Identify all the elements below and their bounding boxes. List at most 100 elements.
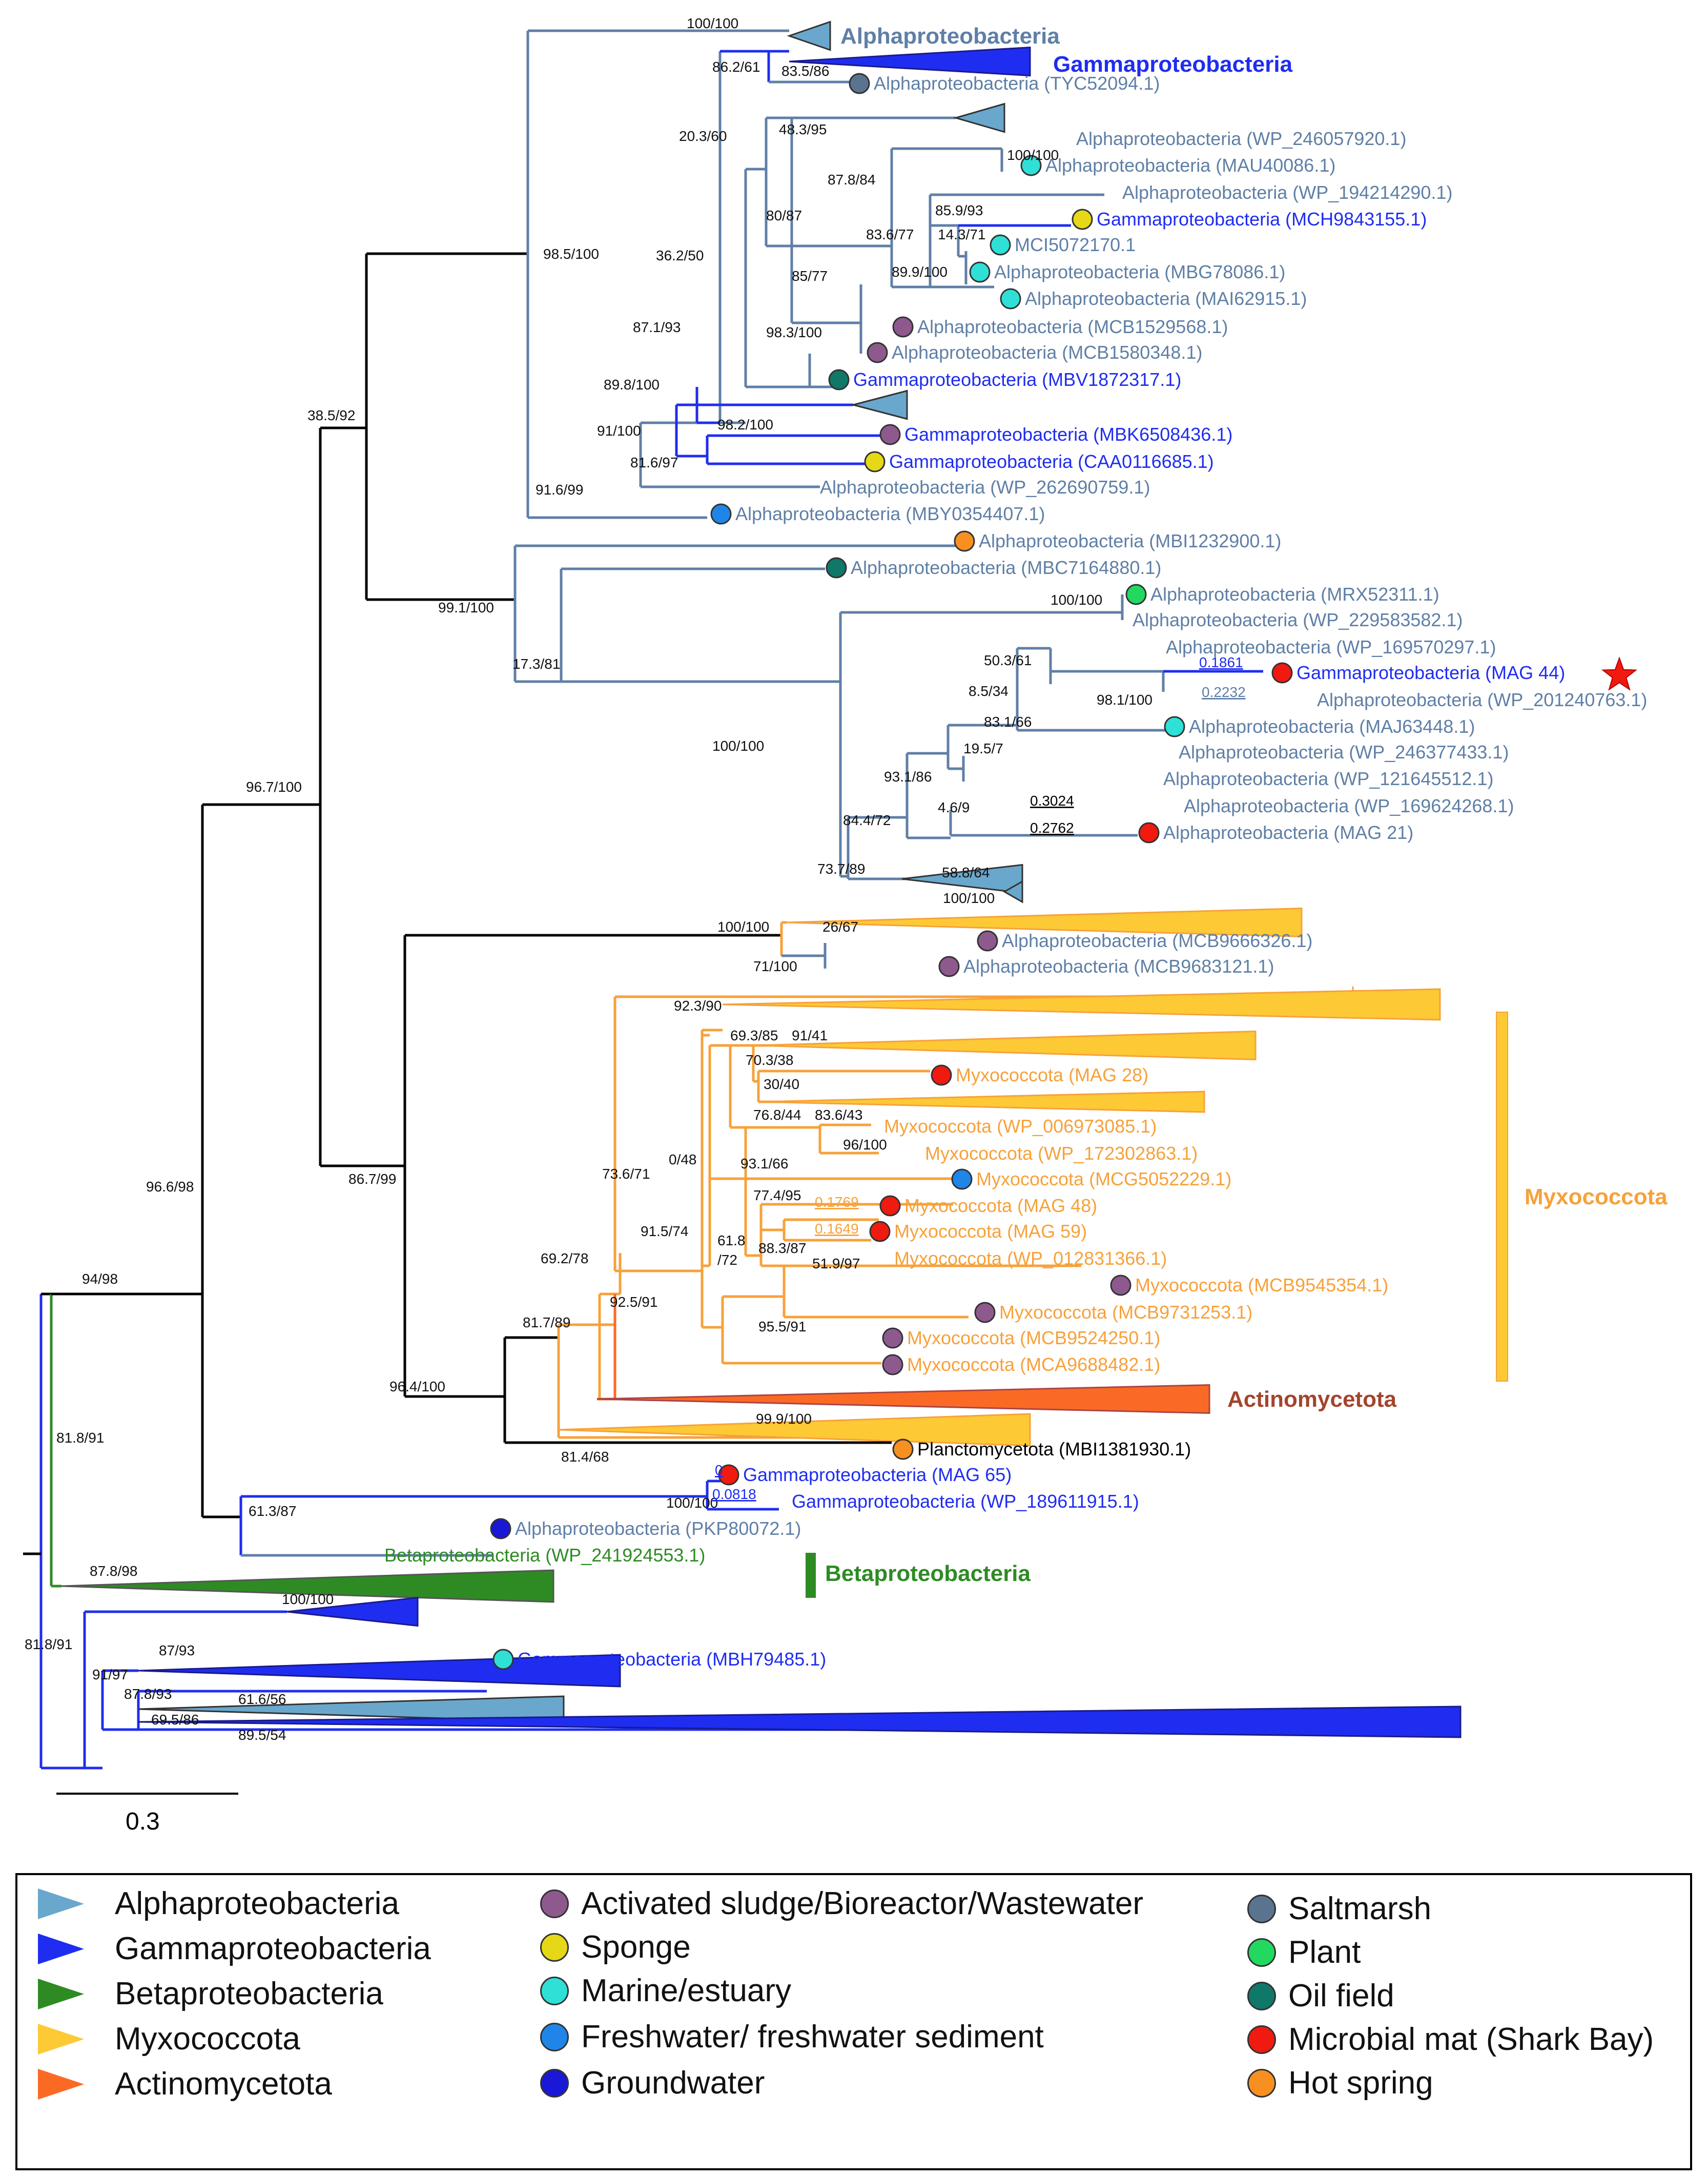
support-value: 95.5/91 [758, 1319, 806, 1334]
support-value: 30/40 [764, 1076, 799, 1092]
support-value: 17.3/81 [512, 656, 560, 672]
support-value: 85/77 [792, 268, 828, 284]
support-value: 91.6/99 [536, 482, 583, 498]
scale-bar-label: 0.3 [126, 1808, 160, 1835]
tip-label: Alphaproteobacteria (WP_246057920.1) [1076, 128, 1406, 149]
support-value: 20.3/60 [679, 128, 727, 144]
branch-length: 0.0818 [712, 1486, 756, 1502]
tip-label: Alphaproteobacteria (WP_121645512.1) [1163, 768, 1493, 789]
collapsed-clade-147 [722, 988, 1441, 1021]
tip-label: Gammaproteobacteria (WP_189611915.1) [792, 1491, 1139, 1512]
tip-label: Alphaproteobacteria (MCB9666326.1) [1002, 930, 1312, 951]
legend-activated-sludge: Activated sludge/Bioreactor/Wastewater [540, 1885, 1143, 1922]
tip-label: Alphaproteobacteria (MRX52311.1) [1150, 584, 1439, 605]
support-value: 36.2/50 [656, 248, 704, 263]
legend-alpha-label: Alphaproteobacteria [115, 1886, 399, 1921]
tip-label: Alphaproteobacteria (WP_246377433.1) [1179, 742, 1509, 763]
habitat-dot-icon [1000, 288, 1021, 310]
support-value: 100/100 [666, 1495, 718, 1511]
habitat-dot-icon [892, 1439, 914, 1460]
support-value: 89.9/100 [892, 264, 948, 280]
sponge-dot-icon [540, 1933, 569, 1962]
collapsed-clade-5 [61, 1569, 554, 1603]
tip-label: Alphaproteobacteria (WP_229583582.1) [1133, 609, 1463, 630]
habitat-dot-icon [977, 930, 998, 952]
tip-label: Alphaproteobacteria (PKP80072.1) [515, 1518, 801, 1539]
support-value: 91/41 [792, 1028, 828, 1043]
habitat-dot-icon [879, 424, 901, 445]
support-value: 96.4/100 [389, 1379, 445, 1394]
habitat-dot-icon [826, 557, 847, 579]
tip-label: Gammaproteobacteria (MBH79485.1) [518, 1649, 826, 1670]
support-value: 100/100 [943, 890, 995, 906]
tip-label: Alphaproteobacteria (WP_194214290.1) [1122, 182, 1452, 203]
legend-alphaproteobacteria: Alphaproteobacteria [38, 1885, 399, 1922]
collapsed-clade-116 [1002, 880, 1023, 903]
tip-label: Alphaproteobacteria (MAJ63448.1) [1189, 716, 1475, 737]
legend-marine: Marine/estuary [540, 1972, 791, 2009]
branch-length: 0.1769 [815, 1194, 859, 1210]
support-value: 61.6/56 [238, 1691, 286, 1707]
legend-gamma-triangle-icon [38, 1933, 84, 1964]
legend-oil-field-label: Oil field [1288, 1978, 1394, 2013]
tip-label: Myxococcota (MAG 28) [956, 1064, 1148, 1085]
support-value: 100/100 [1051, 592, 1102, 608]
activated-sludge-dot-icon [540, 1889, 569, 1918]
hot-spring-dot-icon [1247, 2068, 1276, 2098]
collapsed-clade-122 [786, 907, 1303, 938]
legend-microbial-mat: Microbial mat (Shark Bay) [1247, 2021, 1654, 2058]
legend-groundwater: Groundwater [540, 2065, 765, 2101]
collapsed-clade-16 [138, 1695, 565, 1723]
support-value: 86.7/99 [348, 1171, 396, 1187]
tip-label: Alphaproteobacteria (WP_201240763.1) [1317, 689, 1647, 710]
collapsed-clade-115 [901, 864, 1023, 894]
habitat-dot-icon [974, 1302, 996, 1323]
legend-saltmarsh: Saltmarsh [1247, 1891, 1431, 1927]
support-value: 19.5/7 [963, 741, 1003, 756]
support-value: 94/98 [82, 1271, 118, 1287]
legend-hot-spring: Hot spring [1247, 2065, 1433, 2101]
support-value: 89.5/54 [238, 1727, 286, 1743]
habitat-dot-icon [1271, 662, 1293, 684]
support-value: 98.3/100 [766, 324, 822, 340]
support-value: 100/100 [1007, 147, 1059, 163]
support-value: 96.7/100 [246, 779, 302, 795]
tip-label: Gammaproteobacteria (CAA0116685.1) [889, 451, 1214, 472]
legend-box: Alphaproteobacteria Gammaproteobacteria … [15, 1873, 1692, 2170]
legend-activated-sludge-label: Activated sludge/Bioreactor/Wastewater [581, 1886, 1143, 1921]
support-value: 92.5/91 [610, 1294, 657, 1310]
tip-label: Alphaproteobacteria (MCB9683121.1) [963, 956, 1274, 977]
legend-alpha-triangle-icon [38, 1888, 84, 1919]
collapsed-clade-162 [753, 1030, 1257, 1061]
support-value: 91/100 [597, 423, 641, 439]
support-value: 87/93 [159, 1642, 195, 1658]
branch-length: 0.3024 [1030, 793, 1074, 809]
tip-label: Alphaproteobacteria (TYC52094.1) [874, 73, 1160, 94]
support-value: 87.8/84 [828, 172, 875, 188]
tip-label: Gammaproteobacteria (MBK6508436.1) [904, 424, 1232, 445]
plant-dot-icon [1247, 1938, 1276, 1967]
support-value: 100/100 [282, 1591, 334, 1607]
tip-label: Planctomycetota (MBI1381930.1) [917, 1439, 1191, 1460]
support-value: 69.5/86 [151, 1712, 199, 1728]
collapsed-clade-142 [558, 1413, 1031, 1447]
habitat-dot-icon [718, 1464, 739, 1486]
support-value: 87.1/93 [633, 319, 681, 335]
habitat-dot-icon [879, 1195, 901, 1217]
support-value: 81.8/91 [25, 1636, 72, 1652]
habitat-dot-icon [492, 1649, 514, 1670]
support-value: 100/100 [712, 738, 764, 754]
tip-label: Gammaproteobacteria (MAG 44) [1297, 662, 1565, 683]
legend-gamma-label: Gammaproteobacteria [115, 1931, 431, 1966]
collapsed-clade-37 [787, 20, 831, 51]
support-value: 96/100 [843, 1137, 887, 1153]
support-value: 81.8/91 [56, 1430, 104, 1446]
habitat-dot-icon [490, 1518, 511, 1539]
support-value: 85.9/93 [935, 202, 983, 218]
support-value: 92.3/90 [674, 998, 722, 1014]
legend-oil-field: Oil field [1247, 1978, 1394, 2014]
habitat-dot-icon [931, 1064, 952, 1086]
legend-plant: Plant [1247, 1934, 1361, 1970]
support-value: 93.1/66 [740, 1156, 788, 1172]
clade-label-actinomycetota: Actinomycetota [1227, 1387, 1397, 1412]
